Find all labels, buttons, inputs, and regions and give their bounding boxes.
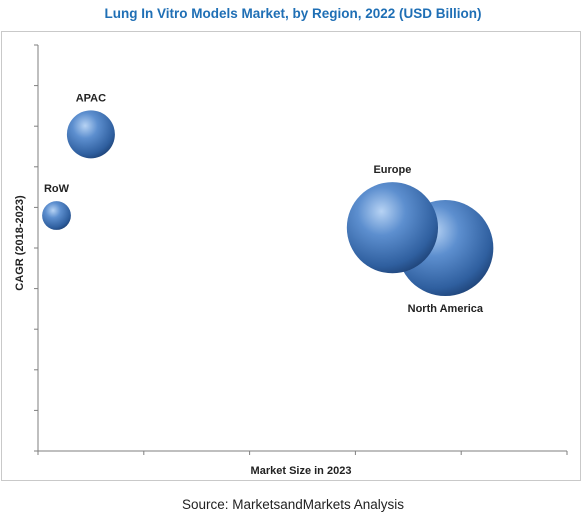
bubble-label-europe: Europe xyxy=(373,164,411,176)
axes xyxy=(34,44,568,455)
bubble-labels: RoW APAC North America Europe xyxy=(44,92,484,315)
bubble-label-north-america: North America xyxy=(408,303,484,315)
bubble-label-row: RoW xyxy=(44,183,70,195)
x-axis-label: Market Size in 2023 xyxy=(251,465,352,477)
bubble-europe xyxy=(346,182,439,274)
chart-title: Lung In Vitro Models Market, by Region, … xyxy=(104,6,482,21)
bubble-apac xyxy=(66,110,115,159)
chart-frame xyxy=(1,31,581,481)
bubble-chart: RoW APAC North America Europe Market Size i… xyxy=(14,44,568,477)
y-axis-label: CAGR (2018-2023) xyxy=(14,195,26,291)
bubble-label-apac: APAC xyxy=(76,92,106,104)
bubbles xyxy=(42,110,494,296)
bubble-row xyxy=(42,201,71,230)
source-note: Source: MarketsandMarkets Analysis xyxy=(181,497,405,512)
